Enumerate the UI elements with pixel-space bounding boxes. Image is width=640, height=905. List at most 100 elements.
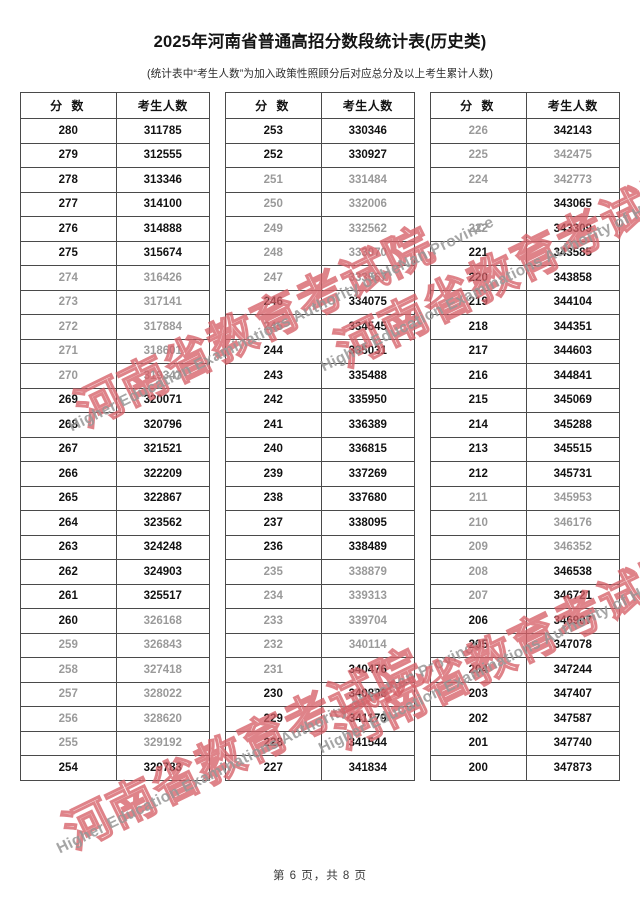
cell-score: 222 — [430, 216, 527, 242]
cell-score: 203 — [430, 681, 527, 707]
table-row: 201 347740 — [430, 730, 620, 756]
cell-score: 244 — [225, 338, 322, 364]
cell-count: 322209 — [115, 461, 210, 487]
table-row: 280 311785 — [20, 118, 210, 144]
cell-count: 341179 — [320, 706, 415, 732]
table-row: 279 312555 — [20, 142, 210, 168]
table-row: 222 343309 — [430, 216, 620, 242]
cell-count: 345288 — [525, 412, 620, 438]
cell-score: 218 — [430, 314, 527, 340]
cell-count: 327418 — [115, 657, 210, 683]
score-tables-container: 分 数 考生人数 280 311785 279 312555 278 313346 277 3… — [0, 92, 640, 781]
table-row: 216 344841 — [430, 363, 620, 389]
cell-count: 343309 — [525, 216, 620, 242]
cell-score: 246 — [225, 289, 322, 315]
table-row: 210 346176 — [430, 510, 620, 536]
table-row: 230 340838 — [225, 681, 415, 707]
cell-count: 318601 — [115, 338, 210, 364]
cell-score: 211 — [430, 485, 527, 511]
cell-score: 247 — [225, 265, 322, 291]
cell-score: 264 — [20, 510, 117, 536]
cell-score: 267 — [20, 436, 117, 462]
cell-count: 344351 — [525, 314, 620, 340]
cell-score: 254 — [20, 755, 117, 781]
table-row: 204 347244 — [430, 657, 620, 683]
table-row: 271 318601 — [20, 338, 210, 364]
cell-score: 240 — [225, 436, 322, 462]
cell-score: 256 — [20, 706, 117, 732]
table-row: 228 341544 — [225, 730, 415, 756]
cell-count: 343585 — [525, 240, 620, 266]
cell-score: 262 — [20, 559, 117, 585]
cell-count: 346176 — [525, 510, 620, 536]
cell-count: 346538 — [525, 559, 620, 585]
cell-count: 333567 — [320, 265, 415, 291]
cell-score: 210 — [430, 510, 527, 536]
cell-count: 347587 — [525, 706, 620, 732]
table-row: 209 346352 — [430, 534, 620, 560]
cell-count: 347078 — [525, 632, 620, 658]
cell-score: 245 — [225, 314, 322, 340]
cell-count: 325517 — [115, 583, 210, 609]
table-row: 273 317141 — [20, 289, 210, 315]
cell-score: 251 — [225, 167, 322, 193]
table-row: 227 341834 — [225, 755, 415, 781]
cell-score: 233 — [225, 608, 322, 634]
table-row: 277 314100 — [20, 191, 210, 217]
cell-count: 311785 — [115, 118, 210, 144]
cell-score: 252 — [225, 142, 322, 168]
table-row: 256 328620 — [20, 706, 210, 732]
cell-score: 239 — [225, 461, 322, 487]
cell-count: 322867 — [115, 485, 210, 511]
cell-score: 263 — [20, 534, 117, 560]
table-row: 251 331484 — [225, 167, 415, 193]
cell-score: 266 — [20, 461, 117, 487]
table-row: 214 345288 — [430, 412, 620, 438]
cell-count: 320071 — [115, 387, 210, 413]
cell-count: 326843 — [115, 632, 210, 658]
cell-score: 270 — [20, 363, 117, 389]
cell-count: 338095 — [320, 510, 415, 536]
cell-score: 215 — [430, 387, 527, 413]
table-header-row: 分 数 考生人数 — [20, 92, 210, 119]
table-row: 231 340476 — [225, 657, 415, 683]
table-row: 212 345731 — [430, 461, 620, 487]
table-row: 240 336815 — [225, 436, 415, 462]
cell-count: 347873 — [525, 755, 620, 781]
table-row: 239 337269 — [225, 461, 415, 487]
table-row: 235 338879 — [225, 559, 415, 585]
cell-count: 334545 — [320, 314, 415, 340]
cell-count: 339313 — [320, 583, 415, 609]
cell-count: 345953 — [525, 485, 620, 511]
cell-score: 224 — [430, 167, 527, 193]
cell-count: 337680 — [320, 485, 415, 511]
table-row: 203 347407 — [430, 681, 620, 707]
cell-count: 335950 — [320, 387, 415, 413]
cell-score: 238 — [225, 485, 322, 511]
cell-count: 312555 — [115, 142, 210, 168]
cell-count: 326168 — [115, 608, 210, 634]
cell-count: 347407 — [525, 681, 620, 707]
table-row: 213 345515 — [430, 436, 620, 462]
cell-count: 338879 — [320, 559, 415, 585]
cell-score: 223 — [430, 191, 527, 217]
table-row: 267 321521 — [20, 436, 210, 462]
table-row: 243 335488 — [225, 363, 415, 389]
column-header-score: 分 数 — [430, 92, 527, 119]
cell-count: 339704 — [320, 608, 415, 634]
cell-count: 331484 — [320, 167, 415, 193]
cell-score: 204 — [430, 657, 527, 683]
cell-count: 344104 — [525, 289, 620, 315]
cell-score: 242 — [225, 387, 322, 413]
cell-score: 235 — [225, 559, 322, 585]
table-row: 258 327418 — [20, 657, 210, 683]
table-row: 250 332006 — [225, 191, 415, 217]
cell-score: 213 — [430, 436, 527, 462]
cell-score: 255 — [20, 730, 117, 756]
cell-count: 314100 — [115, 191, 210, 217]
cell-score: 214 — [430, 412, 527, 438]
cell-score: 273 — [20, 289, 117, 315]
score-table-2-body: 253 330346 252 330927 251 331484 250 332006 249 3… — [225, 118, 415, 781]
table-row: 242 335950 — [225, 387, 415, 413]
